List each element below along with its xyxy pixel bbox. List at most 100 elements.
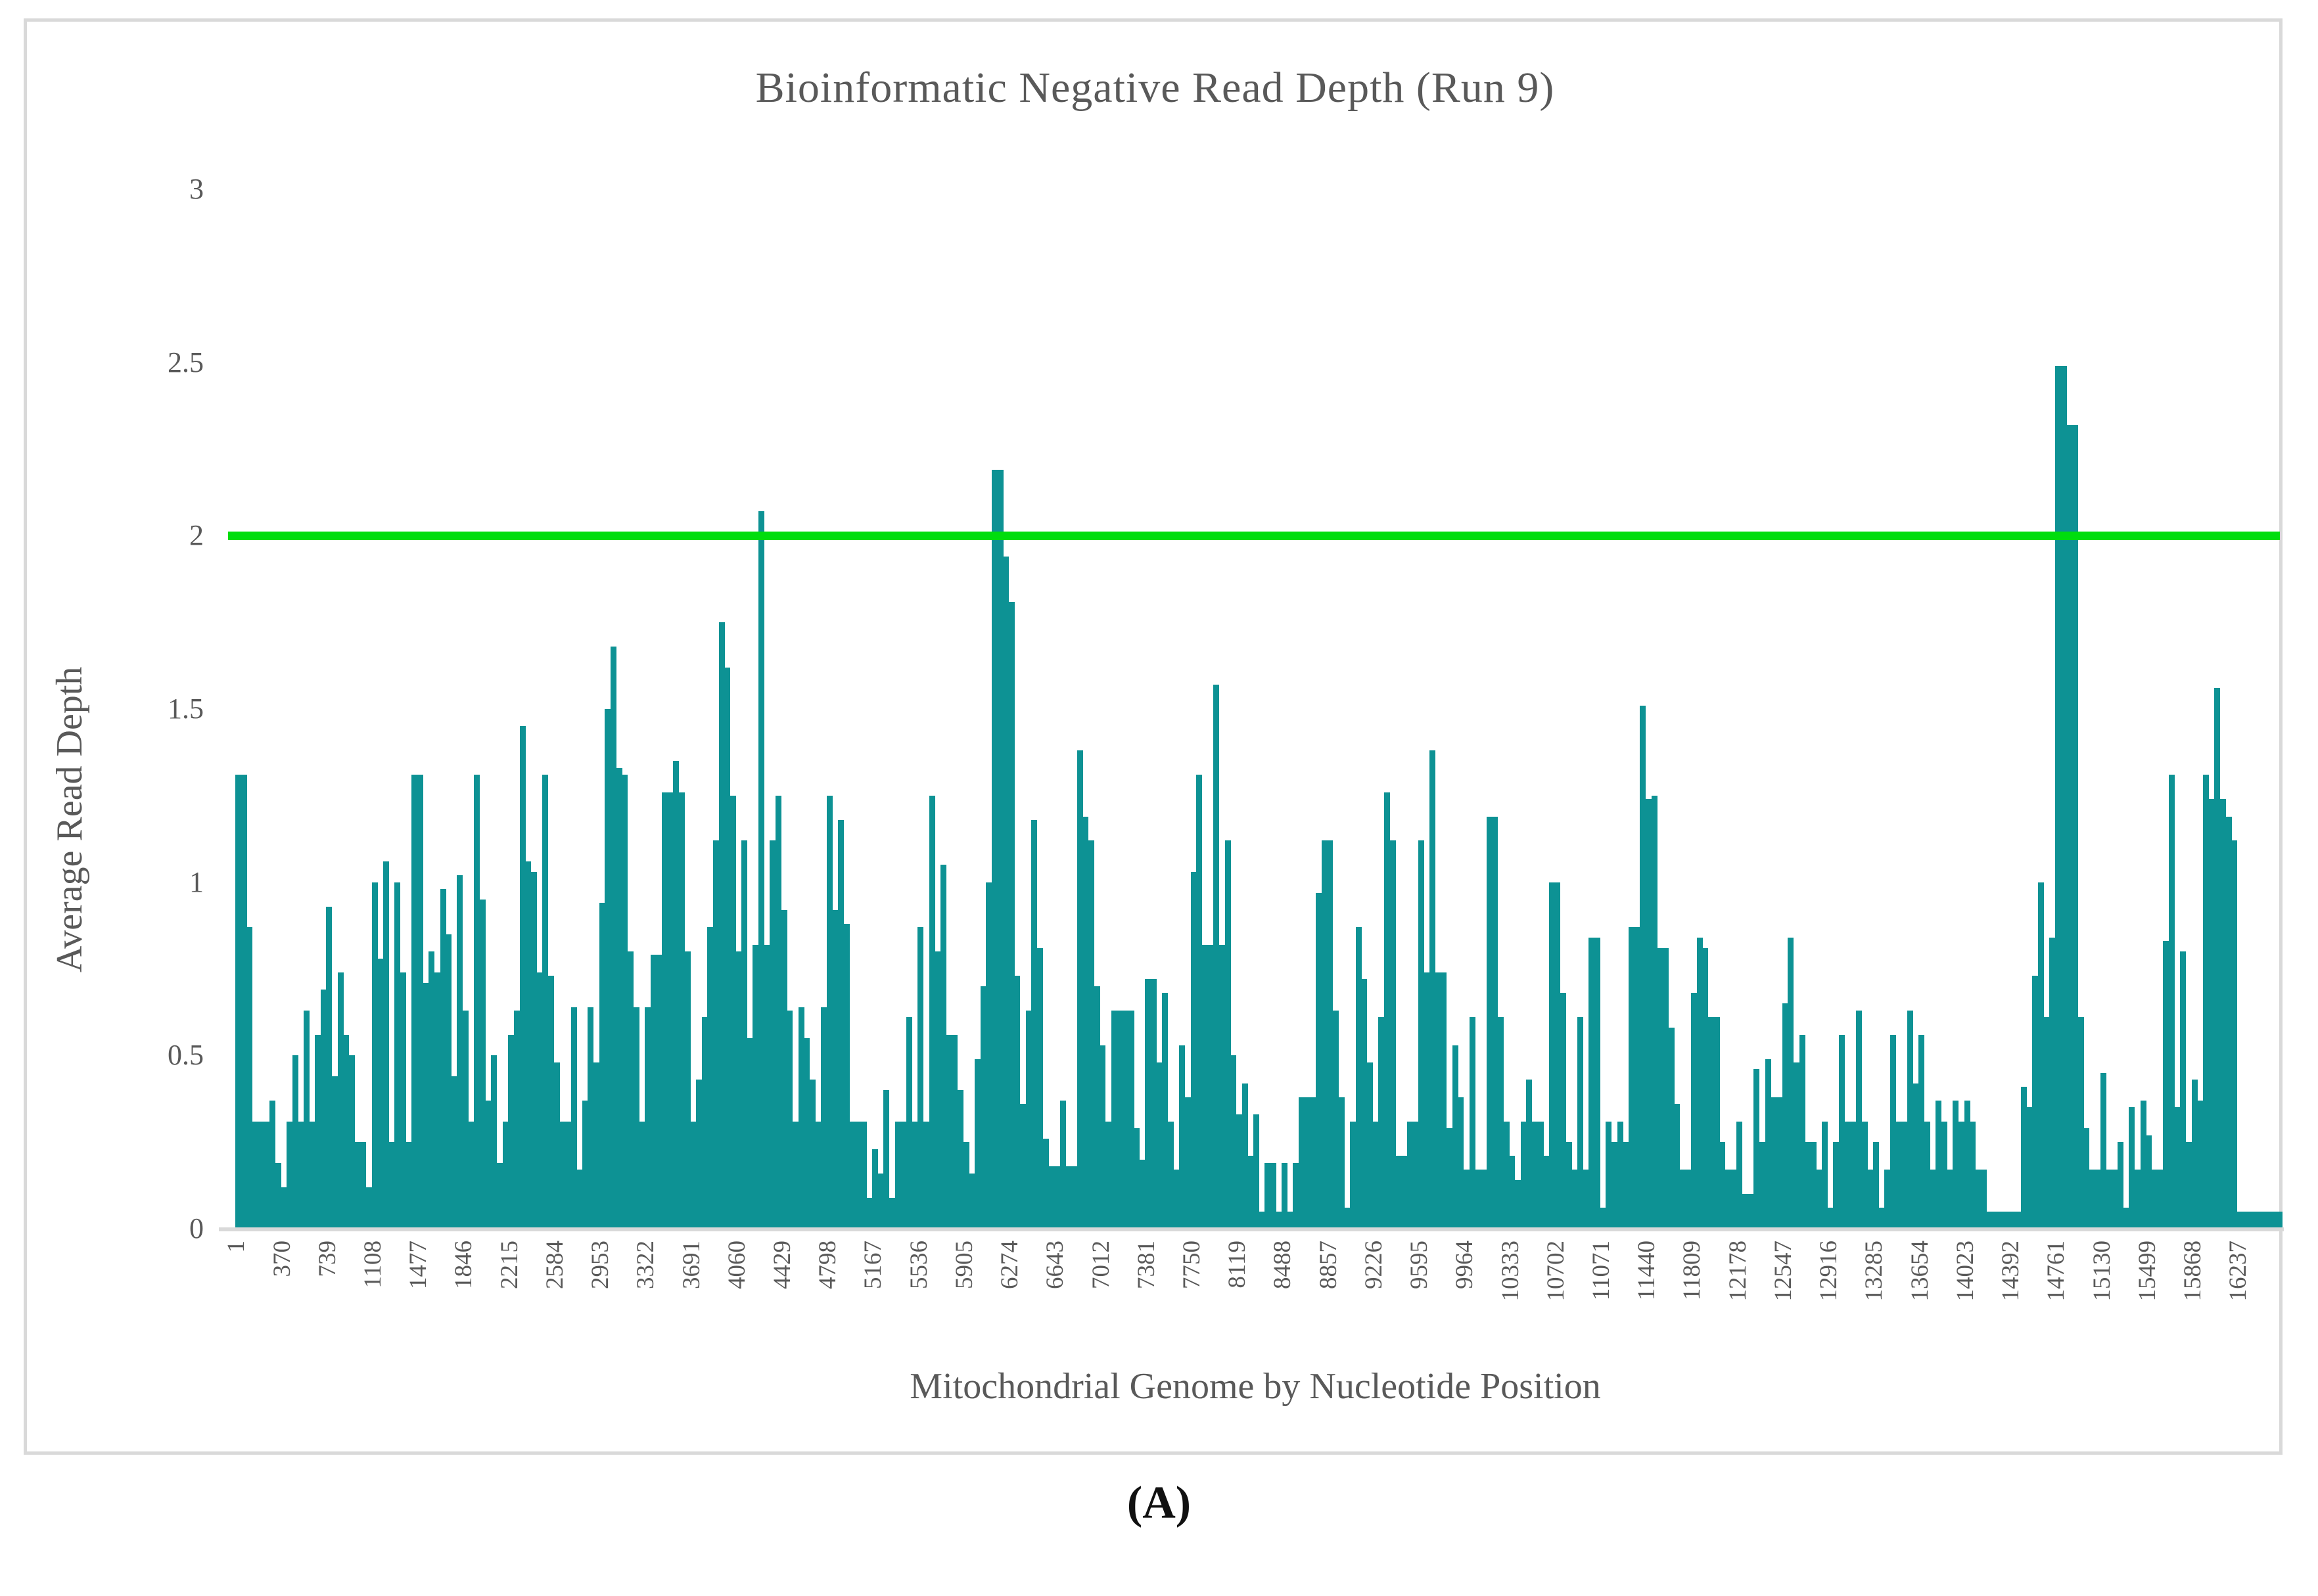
bar — [1884, 1170, 1891, 1229]
bar — [1657, 948, 1663, 1229]
x-tick-label: 1477 — [405, 1241, 432, 1289]
bar — [843, 924, 850, 1229]
bar — [2095, 1170, 2101, 1229]
y-tick-label: 2 — [189, 519, 204, 552]
bar — [1111, 1011, 1117, 1229]
bar — [1890, 1035, 1897, 1229]
bar — [1771, 1097, 1777, 1229]
bar — [1412, 1122, 1419, 1229]
bar — [1873, 1142, 1880, 1229]
bar — [900, 1122, 907, 1229]
bar — [1998, 1212, 2005, 1229]
bar — [2135, 1170, 2141, 1229]
bar — [1930, 1170, 1936, 1229]
bar — [1844, 1122, 1851, 1229]
x-tick-label: 16237 — [2225, 1241, 2252, 1302]
bar — [997, 470, 1004, 1229]
bar — [2157, 1170, 2164, 1229]
bar — [457, 875, 463, 1229]
bar — [656, 955, 662, 1229]
bar — [894, 1122, 901, 1229]
bar — [1452, 1045, 1458, 1229]
bar — [855, 1122, 862, 1229]
bar — [360, 1142, 367, 1229]
bar — [1526, 1080, 1533, 1229]
bar — [1554, 882, 1561, 1229]
bar — [1583, 1170, 1589, 1229]
bar — [701, 1017, 708, 1229]
bar — [1713, 1017, 1720, 1229]
bar — [980, 986, 986, 1229]
x-tick-label: 1108 — [359, 1241, 386, 1288]
bar — [394, 882, 401, 1229]
bar — [718, 622, 725, 1229]
threshold-line — [228, 532, 2280, 540]
bar — [1276, 1212, 1282, 1229]
x-tick-label: 11071 — [1588, 1241, 1615, 1301]
bar — [2214, 688, 2221, 1229]
bar — [1014, 976, 1021, 1229]
bar — [1447, 1128, 1453, 1229]
bar — [1719, 1142, 1726, 1229]
bar — [582, 1101, 588, 1229]
bar — [974, 1059, 981, 1229]
bar — [1651, 796, 1657, 1229]
bar — [1924, 1122, 1930, 1229]
bar — [468, 1122, 475, 1229]
bar — [1441, 972, 1447, 1229]
y-tick-label: 1 — [189, 865, 204, 898]
bar — [2174, 1107, 2181, 1229]
x-tick-label: 7012 — [1087, 1241, 1115, 1289]
x-tick-label: 14023 — [1951, 1241, 1979, 1302]
bar — [1310, 1097, 1316, 1229]
bar — [2237, 1212, 2243, 1229]
bar — [1702, 948, 1709, 1229]
bar — [946, 1035, 952, 1229]
bar — [1617, 1122, 1623, 1229]
bar — [1429, 750, 1436, 1229]
bar — [1338, 1097, 1345, 1229]
bar — [1048, 1166, 1055, 1229]
bar — [1560, 993, 1567, 1229]
bar — [1355, 927, 1362, 1229]
bar — [1742, 1194, 1749, 1229]
bar — [1600, 1208, 1606, 1229]
bar — [1867, 1170, 1874, 1229]
x-tick-label: 4429 — [769, 1241, 796, 1289]
x-tick-label: 9595 — [1406, 1241, 1433, 1289]
bar — [1424, 972, 1430, 1229]
x-tick-label: 9964 — [1451, 1241, 1479, 1289]
bar — [1895, 1122, 1902, 1229]
panel-label: (A) — [1126, 1478, 1192, 1528]
bar — [707, 927, 714, 1229]
bar — [474, 775, 480, 1229]
bar — [1128, 1011, 1134, 1229]
bar — [547, 976, 554, 1229]
x-tick-label: 13654 — [1906, 1241, 1934, 1302]
bar — [730, 796, 736, 1229]
bar — [1481, 1170, 1487, 1229]
bar — [661, 792, 668, 1229]
x-axis-line — [219, 1227, 2284, 1231]
bar — [1497, 1017, 1504, 1229]
bar — [1282, 1163, 1288, 1229]
x-tick-label: 11809 — [1679, 1241, 1706, 1301]
x-tick-label: 12178 — [1724, 1241, 1751, 1302]
bar — [565, 1122, 571, 1229]
bar — [1936, 1101, 1942, 1229]
bar — [491, 1055, 498, 1229]
bar — [753, 945, 759, 1229]
bar — [366, 1187, 373, 1229]
x-tick-label: 5905 — [950, 1241, 978, 1289]
bar — [1105, 1122, 1111, 1229]
bar — [417, 775, 423, 1229]
bar — [1378, 1017, 1385, 1229]
bar — [281, 1187, 287, 1229]
bar — [2015, 1212, 2022, 1229]
x-tick-label: 3322 — [632, 1241, 660, 1289]
bar — [1185, 1097, 1192, 1229]
bar — [525, 861, 532, 1229]
bar — [1782, 1003, 1788, 1229]
bar — [889, 1198, 896, 1229]
